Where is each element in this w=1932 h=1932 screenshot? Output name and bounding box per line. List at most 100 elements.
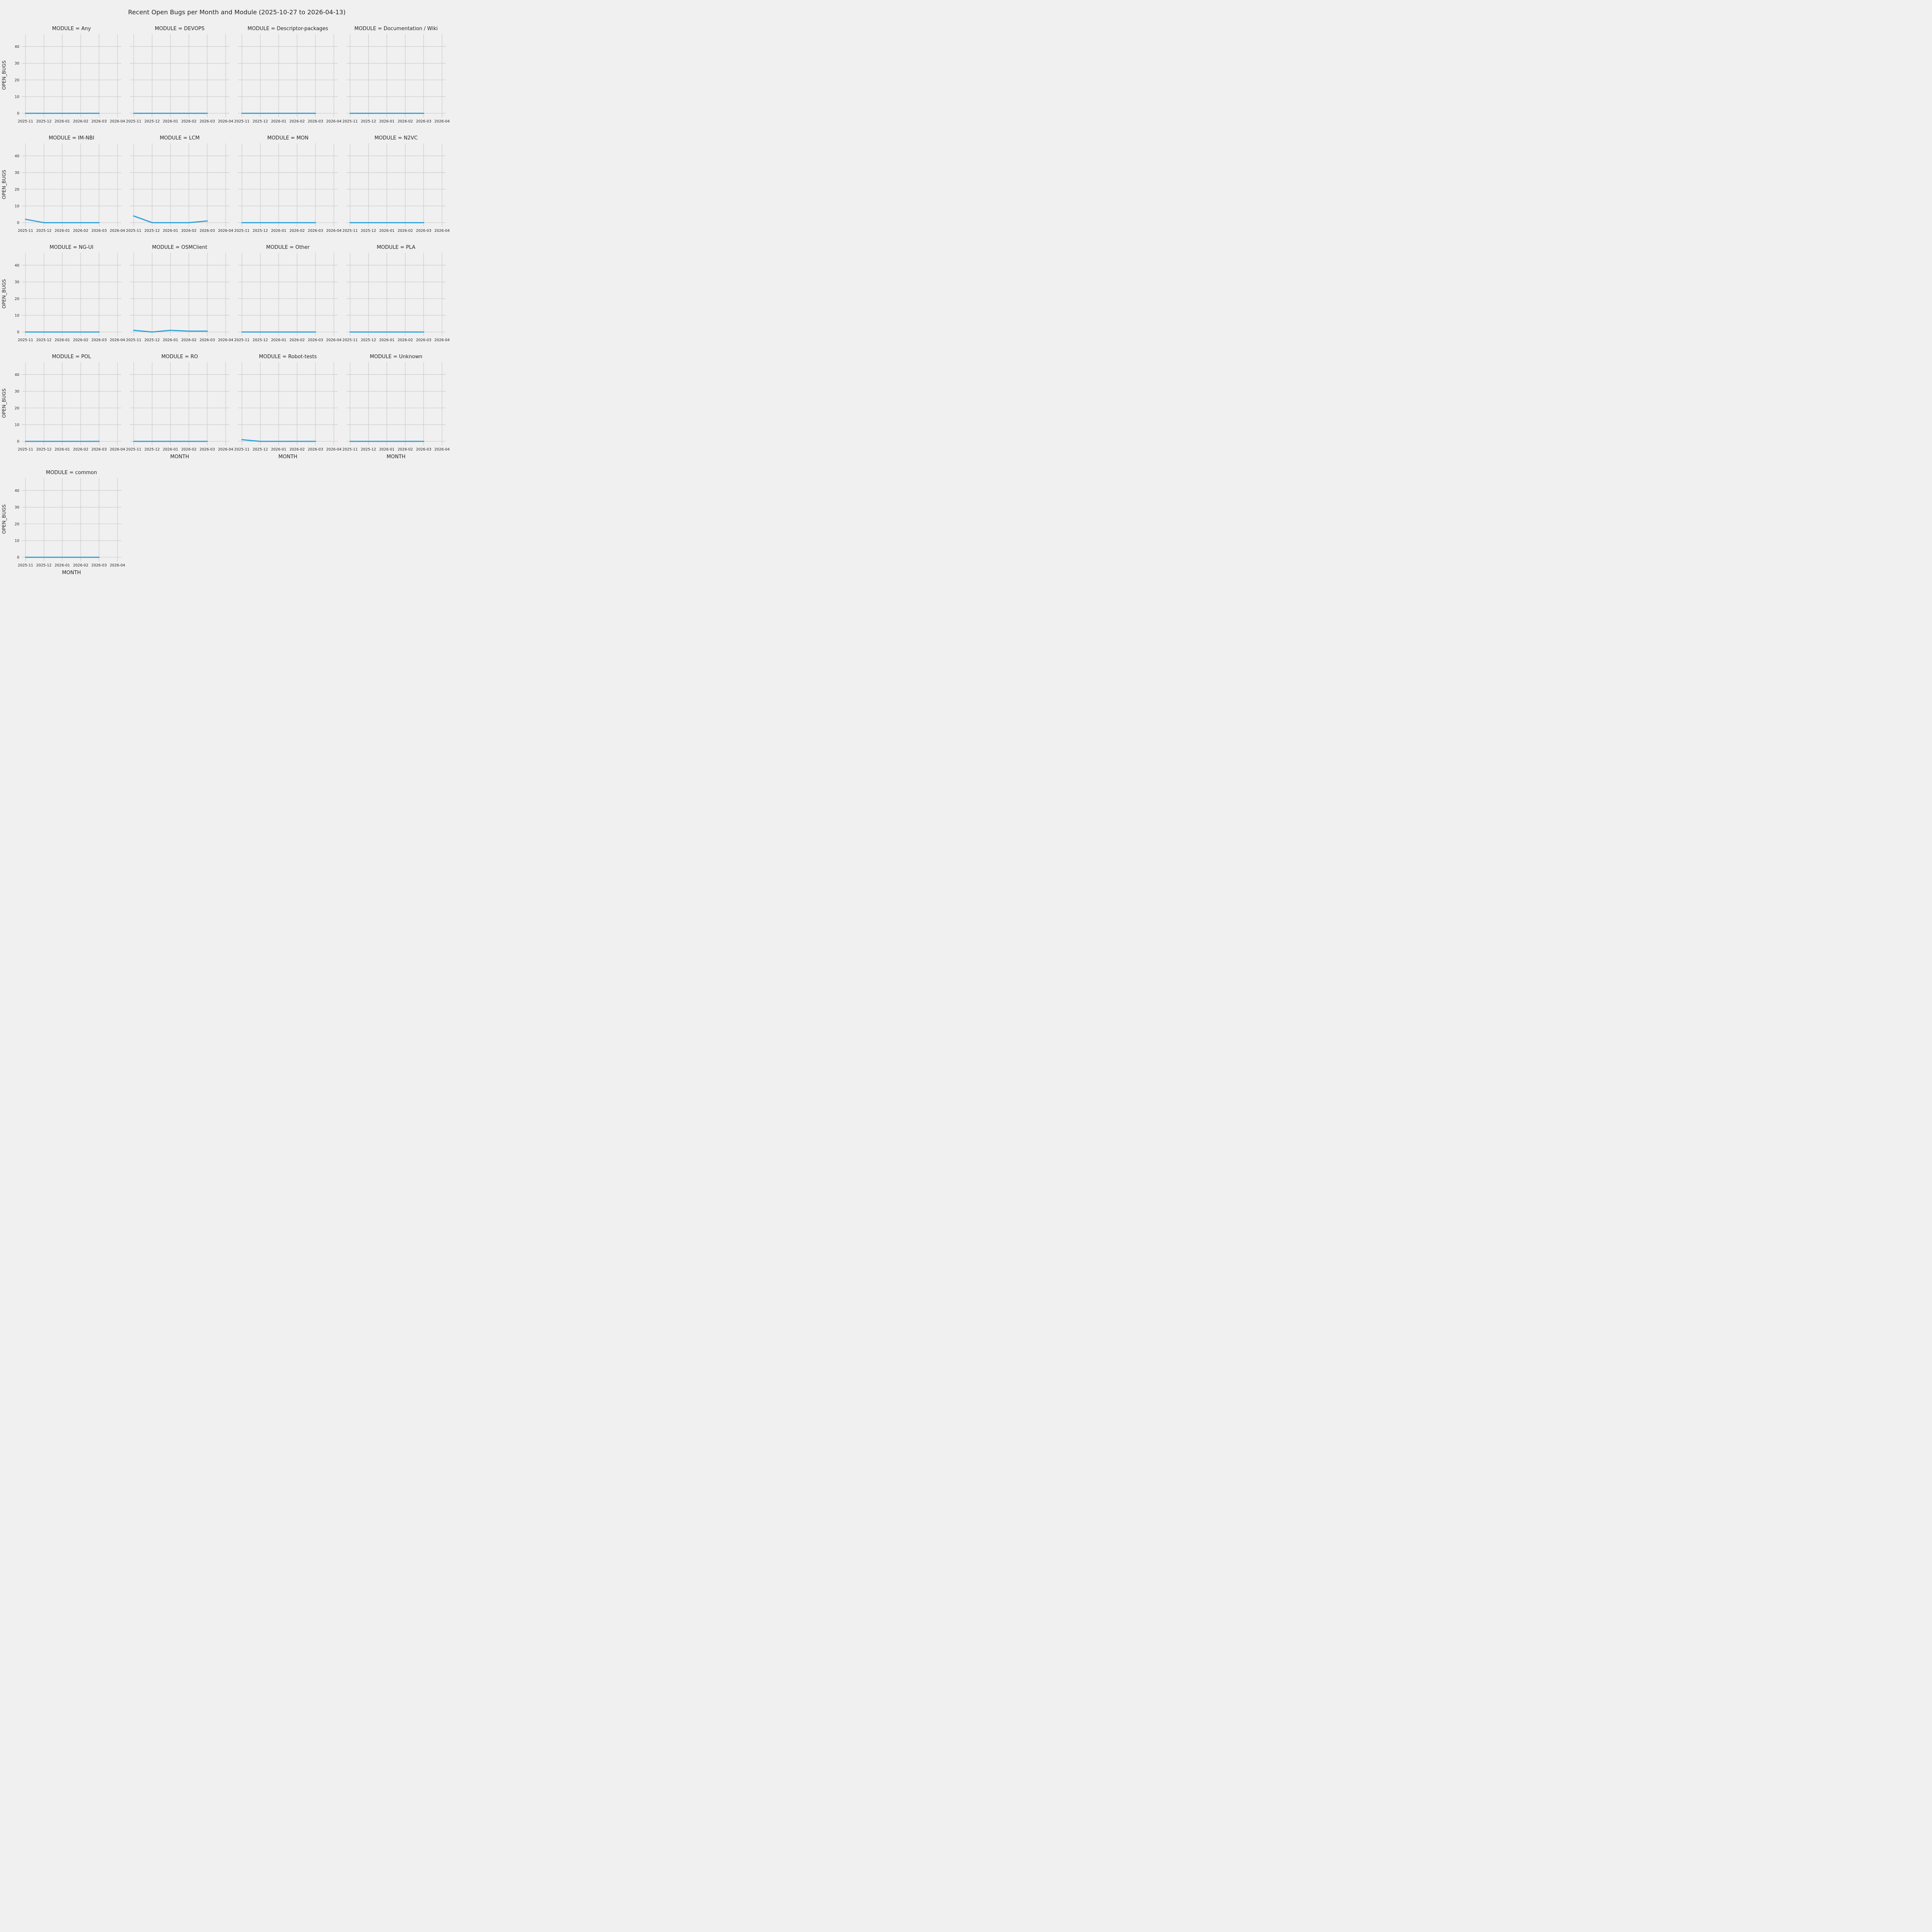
data-line (25, 219, 100, 223)
tick-label: 2026-01 (163, 447, 178, 452)
facet-title: MODULE = Robot-tests (259, 354, 317, 360)
tick-label: 0 (17, 330, 19, 335)
tick-label: 2025-12 (361, 229, 376, 233)
chart-title: Recent Open Bugs per Month and Module (2… (128, 9, 346, 16)
tick-label: 2026-01 (163, 229, 178, 233)
tick-label: 10 (15, 314, 19, 318)
tick-label: 2026-04 (110, 338, 125, 342)
tick-label: 10 (15, 539, 19, 543)
tick-label: 2026-04 (218, 229, 233, 233)
facet: MODULE = Documentation / Wiki 2025-11 2025… (342, 26, 450, 125)
facet-title: MODULE = Documentation / Wiki (354, 26, 438, 32)
facet-title: MODULE = IM-NBI (49, 135, 94, 141)
tick-label: 2026-01 (54, 229, 70, 233)
facet-title: MODULE = Other (266, 245, 310, 250)
tick-label: 2026-04 (326, 338, 342, 342)
tick-label: 2026-02 (398, 119, 413, 124)
tick-label: 2026-01 (379, 447, 395, 452)
tick-label: 2026-02 (398, 229, 413, 233)
tick-label: 2026-03 (416, 119, 432, 124)
data-line (241, 439, 316, 442)
tick-label: 2026-03 (200, 119, 215, 124)
tick-label: 0 (17, 556, 19, 560)
tick-label: 2026-03 (200, 229, 215, 233)
tick-label: 2025-11 (126, 119, 141, 124)
facet-plot: 2025-11 2025-12 2026-01 2026-02 2026-03 2026-… (126, 34, 233, 124)
tick-label: 2026-04 (434, 338, 450, 342)
tick-label: 2026-03 (308, 229, 323, 233)
tick-label: 2026-04 (326, 229, 342, 233)
tick-label: 2025-12 (361, 338, 376, 342)
tick-label: 2026-03 (308, 338, 323, 342)
tick-label: 2026-02 (398, 338, 413, 342)
facet-title: MODULE = MON (267, 135, 309, 141)
facet-title: MODULE = N2VC (374, 135, 418, 141)
facet-plot: 2025-11 2025-12 2026-01 2026-02 2026-03 2026-… (15, 253, 125, 342)
tick-label: 2025-11 (18, 229, 33, 233)
tick-label: 2026-02 (289, 447, 305, 452)
facet-title: MODULE = Descriptor-packages (247, 26, 328, 32)
tick-label: 2026-04 (218, 338, 233, 342)
tick-label: 40 (15, 373, 19, 377)
figure: Recent Open Bugs per Month and Module (2… (0, 0, 464, 580)
facet: MODULE = DEVOPS 2025-11 2025-12 2026-01 2026… (126, 26, 233, 125)
facet-plot: 2025-11 2025-12 2026-01 2026-02 2026-03 2026-… (15, 478, 125, 568)
facet-plot: 2025-11 2025-12 2026-01 2026-02 2026-03 2026-… (342, 143, 450, 233)
tick-label: 2026-01 (163, 338, 178, 342)
tick-label: 2026-04 (434, 119, 450, 124)
tick-label: 2025-12 (145, 119, 160, 124)
tick-label: 2025-11 (234, 338, 250, 342)
facet-title: MODULE = common (46, 470, 97, 476)
tick-label: 2026-04 (110, 229, 125, 233)
tick-label: 30 (15, 505, 19, 510)
tick-label: 2026-04 (434, 229, 450, 233)
facet-title: MODULE = POL (52, 354, 91, 360)
facet: MODULE = Any OPEN_BUGS 2025-11 2025-12 2026-… (1, 26, 125, 125)
tick-label: 2026-03 (416, 338, 432, 342)
facet-title: MODULE = OSMClient (152, 245, 207, 250)
tick-label: 2026-03 (308, 447, 323, 452)
tick-label: 2025-12 (361, 119, 376, 124)
tick-label: 2025-11 (342, 119, 358, 124)
tick-label: 2026-03 (416, 447, 432, 452)
tick-label: 2026-02 (73, 338, 88, 342)
data-line (133, 215, 208, 223)
tick-label: 2026-02 (73, 119, 88, 124)
tick-label: 2025-12 (36, 338, 52, 342)
facet-plot: 2025-11 2025-12 2026-01 2026-02 2026-03 2026-… (342, 362, 450, 452)
tick-label: 2026-02 (73, 229, 88, 233)
tick-label: 2026-03 (92, 447, 107, 452)
x-axis-label: MONTH (386, 454, 406, 460)
tick-label: 2026-04 (434, 447, 450, 452)
facet-plot: 2025-11 2025-12 2026-01 2026-02 2026-03 2026-… (15, 143, 125, 233)
tick-label: 2025-12 (361, 447, 376, 452)
facet-plot: 2025-11 2025-12 2026-01 2026-02 2026-03 2026-… (126, 143, 233, 233)
tick-label: 2026-04 (110, 119, 125, 124)
facet-title: MODULE = Any (52, 26, 91, 32)
facet-plot: 2025-11 2025-12 2026-01 2026-02 2026-03 2026-… (126, 362, 233, 452)
facet-title: MODULE = DEVOPS (155, 26, 205, 32)
tick-label: 2026-03 (92, 338, 107, 342)
facet-plot: 2025-11 2025-12 2026-01 2026-02 2026-03 2026-… (126, 253, 233, 342)
facet-title: MODULE = NG-UI (49, 245, 94, 250)
tick-label: 2025-12 (36, 447, 52, 452)
tick-label: 2026-01 (54, 447, 70, 452)
tick-label: 2025-11 (126, 229, 141, 233)
tick-label: 20 (15, 522, 19, 526)
tick-label: 2025-11 (342, 229, 358, 233)
tick-label: 2026-03 (92, 119, 107, 124)
tick-label: 30 (15, 389, 19, 394)
tick-label: 2026-02 (181, 119, 197, 124)
facet-title: MODULE = LCM (160, 135, 200, 141)
facet-plot: 2025-11 2025-12 2026-01 2026-02 2026-03 2026-… (15, 362, 125, 452)
tick-label: 2026-04 (110, 563, 125, 568)
tick-label: 2025-12 (253, 119, 268, 124)
tick-label: 2025-11 (234, 447, 250, 452)
tick-label: 2026-01 (271, 447, 286, 452)
tick-label: 2025-12 (36, 119, 52, 124)
tick-label: 2025-12 (145, 338, 160, 342)
tick-label: 2026-03 (416, 229, 432, 233)
tick-label: 20 (15, 406, 19, 410)
tick-label: 20 (15, 78, 19, 82)
tick-label: 2026-02 (289, 338, 305, 342)
